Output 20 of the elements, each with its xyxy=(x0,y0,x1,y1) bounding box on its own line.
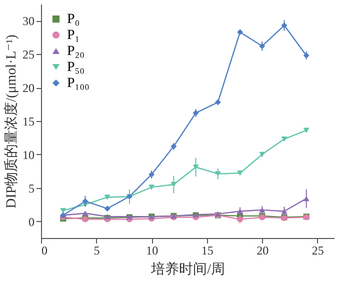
x-tick-label: 20 xyxy=(256,244,269,258)
x-axis-title: 培养时间/周 xyxy=(150,262,225,278)
x-tick-label: 0 xyxy=(42,244,48,258)
y-tick-label: 25 xyxy=(22,48,34,62)
y-tick-label: 5 xyxy=(28,181,34,196)
y-tick-label: 30 xyxy=(22,14,34,28)
x-tick-label: 10 xyxy=(146,244,158,258)
y-tick-label: 10 xyxy=(22,148,34,162)
x-tick-label: 15 xyxy=(201,244,214,258)
y-tick-label: 15 xyxy=(22,114,34,128)
legend-label: P₅₀ xyxy=(67,60,85,75)
y-axis-title: DIP物质的量浓度/(μmol·L⁻¹) xyxy=(4,34,20,208)
y-tick-label: 0 xyxy=(28,214,34,229)
x-tick-label: 5 xyxy=(94,244,100,258)
legend-label: P₀ xyxy=(67,12,80,27)
legend-label: P₁₀₀ xyxy=(67,76,90,91)
legend-label: P₁ xyxy=(67,28,80,43)
y-tick-label: 20 xyxy=(22,81,34,96)
legend-label: P₂₀ xyxy=(67,44,85,59)
x-tick-label: 25 xyxy=(312,244,324,258)
